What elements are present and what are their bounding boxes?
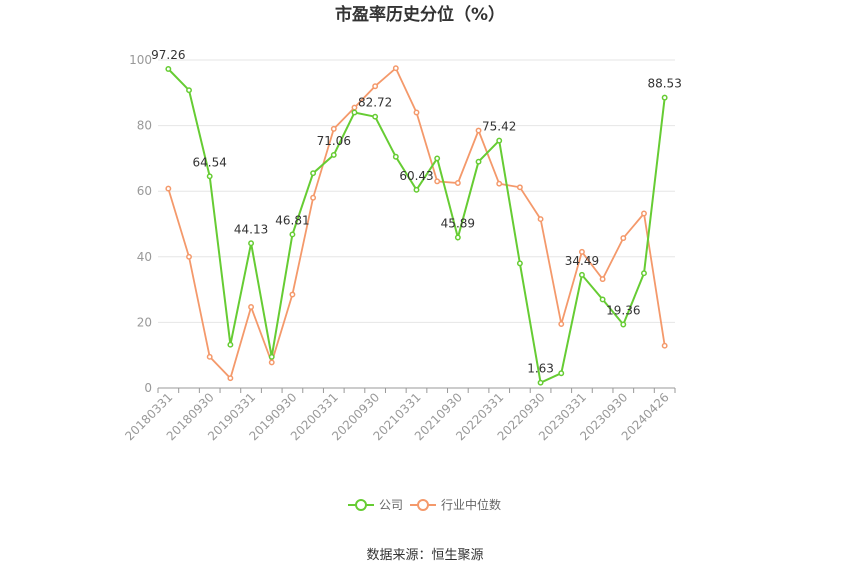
x-axis: 2018033120180930201903312019093020200331… — [122, 387, 676, 443]
legend-marker — [355, 499, 367, 511]
data-point — [310, 194, 317, 201]
data-point — [330, 151, 337, 158]
y-tick-label: 60 — [137, 184, 152, 198]
chart-title: 市盈率历史分位（%） — [335, 4, 505, 25]
data-label: 64.54 — [193, 155, 227, 169]
data-point — [289, 291, 296, 298]
data-point — [434, 155, 441, 162]
data-point — [372, 113, 379, 120]
data-point — [289, 231, 296, 238]
data-point — [413, 186, 420, 193]
data-point — [641, 210, 647, 217]
data-point — [599, 276, 606, 283]
source-note: 数据来源：恒生聚源 — [366, 548, 483, 563]
y-tick-label: 80 — [137, 119, 152, 133]
data-point — [496, 180, 503, 187]
data-label: 60.43 — [399, 169, 433, 183]
data-label: 71.06 — [317, 134, 351, 148]
data-label: 1.63 — [527, 362, 554, 376]
data-point — [578, 271, 585, 278]
data-label: 97.26 — [151, 48, 185, 62]
legend-label: 公司 — [379, 498, 403, 512]
legend-item-company[interactable]: 公司 — [348, 498, 403, 512]
data-point — [641, 270, 647, 277]
data-point — [372, 83, 379, 90]
data-point — [454, 180, 461, 186]
data-point — [620, 235, 627, 242]
data-point — [268, 353, 275, 360]
data-label: 46.81 — [275, 213, 309, 227]
legend-label: 行业中位数 — [441, 497, 501, 512]
data-label: 45.89 — [441, 216, 475, 230]
data-label: 82.72 — [358, 96, 392, 110]
data-point — [454, 234, 461, 241]
legend-item-industry-median[interactable]: 行业中位数 — [410, 497, 501, 512]
data-label: 44.13 — [234, 222, 268, 236]
data-point — [599, 296, 606, 303]
data-point — [661, 94, 668, 101]
data-point — [558, 321, 565, 327]
data-point — [537, 379, 544, 386]
data-point — [475, 158, 482, 165]
data-point — [165, 185, 172, 192]
legend[interactable]: 公司 行业中位数 — [348, 497, 501, 512]
data-point — [227, 375, 234, 382]
data-point — [351, 109, 358, 116]
data-point — [434, 178, 441, 185]
data-point — [392, 153, 399, 160]
data-point — [475, 127, 482, 134]
data-point — [351, 104, 358, 111]
data-point — [227, 341, 234, 348]
data-point — [268, 359, 275, 366]
data-labels: 97.26 64.54 44.13 46.81 71.06 82.72 60.43 45.89… — [151, 48, 682, 376]
data-point — [310, 170, 317, 177]
data-point — [165, 66, 172, 72]
data-point — [206, 353, 213, 360]
data-point — [516, 260, 523, 267]
data-point — [248, 304, 255, 310]
data-point — [330, 125, 337, 132]
y-axis: 0 20 40 60 80 100 — [129, 53, 152, 395]
data-label: 34.49 — [565, 254, 599, 268]
data-point — [620, 321, 627, 328]
data-point — [558, 370, 565, 377]
data-label: 75.42 — [482, 120, 516, 134]
y-tick-label: 100 — [129, 53, 152, 67]
data-point — [537, 216, 544, 223]
y-tick-label: 0 — [144, 381, 152, 395]
y-tick-label: 40 — [137, 250, 152, 264]
data-point — [392, 65, 399, 72]
y-tick-label: 20 — [137, 315, 152, 329]
data-point — [186, 87, 192, 94]
data-label: 19.36 — [606, 303, 640, 317]
data-point — [496, 137, 503, 144]
data-point — [578, 248, 585, 255]
legend-marker — [417, 499, 429, 511]
data-point — [248, 240, 255, 247]
data-point — [413, 109, 420, 116]
series-points — [165, 65, 668, 386]
data-point — [186, 253, 192, 260]
data-point — [516, 184, 523, 191]
data-point — [661, 342, 668, 349]
data-label: 88.53 — [647, 77, 681, 91]
data-point — [206, 173, 213, 180]
